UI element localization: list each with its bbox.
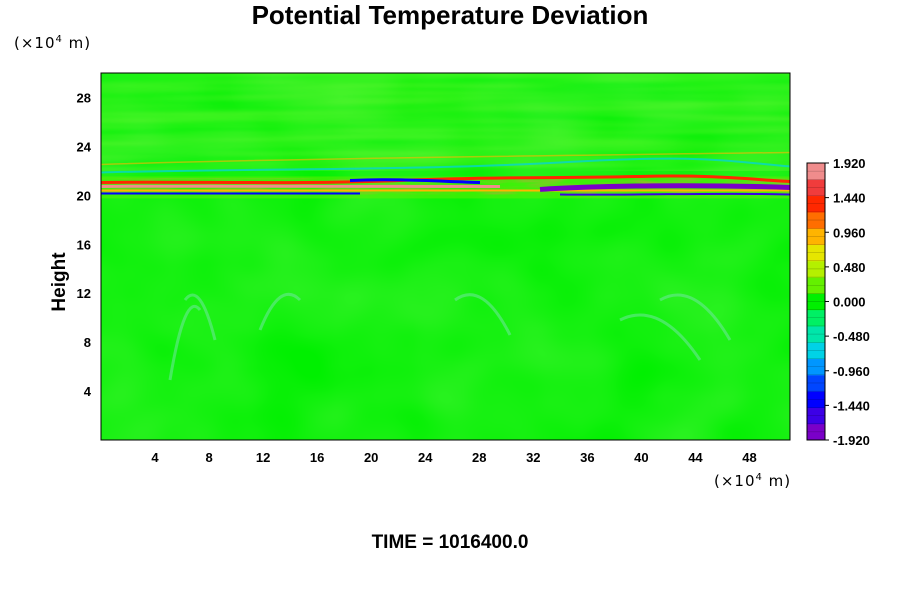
x-tick-label: 12	[256, 450, 270, 465]
colorbar-label: 0.000	[833, 295, 866, 310]
y-tick-label: 16	[77, 237, 91, 252]
x-tick-label: 16	[310, 450, 324, 465]
x-tick-label: 28	[472, 450, 486, 465]
cyan-arc-0	[183, 293, 217, 341]
y-tick-label: 24	[77, 139, 92, 154]
colorbar-swatch	[807, 163, 825, 180]
colorbar-swatch	[807, 309, 825, 327]
band-blue-mid	[349, 178, 481, 184]
x-tick-label: 36	[580, 450, 594, 465]
colorbar-label: -0.960	[833, 364, 870, 379]
colorbar-swatch	[807, 277, 825, 294]
y-axis-unit: (×104 m)	[14, 34, 91, 52]
colorbar-swatch	[807, 407, 825, 425]
plot-frame	[100, 72, 791, 441]
colorbar-swatch	[807, 423, 825, 441]
x-axis-unit: (×104 m)	[714, 472, 791, 490]
colorbar-swatch	[807, 358, 825, 376]
x-unit-suffix: m)	[762, 472, 792, 490]
band-red-line	[101, 174, 790, 185]
x-unit-exponent: 4	[755, 472, 763, 483]
colorbar-label: -0.480	[833, 329, 870, 344]
heatmap-plot-area	[101, 73, 790, 440]
x-tick-label: 24	[418, 450, 433, 465]
band-cyan-wisp	[101, 157, 790, 174]
cyan-arc-5	[659, 293, 732, 341]
colorbar: 1.920 1.440 0.960 0.480 0.000 -0.480 -0.960 -1.…	[806, 156, 870, 448]
y-tick-label: 4	[84, 384, 92, 399]
x-tick-label: 8	[205, 450, 212, 465]
cyan-arc-1	[168, 304, 202, 381]
x-tick-label: 48	[742, 450, 756, 465]
cyan-arc-3	[454, 293, 512, 336]
x-tick-label: 4	[151, 450, 159, 465]
colorbar-label: 0.960	[833, 225, 866, 240]
colorbar-swatch	[807, 391, 825, 408]
colorbar-swatch	[807, 211, 825, 229]
cyan-arc-4	[619, 313, 702, 361]
y-tick-label: 12	[77, 286, 91, 301]
x-unit-prefix: (×10	[714, 472, 756, 490]
colorbar-label: 1.920	[833, 156, 866, 171]
colorbar-label: -1.920	[833, 433, 870, 448]
colorbar-swatch	[807, 244, 825, 262]
upper-wave-texture	[101, 73, 790, 171]
y-tick-label: 8	[84, 335, 91, 350]
y-unit-prefix: (×10	[14, 34, 56, 52]
band-purple-right	[539, 183, 790, 192]
chart-title: Potential Temperature Deviation	[251, 0, 649, 30]
y-tick-label: 20	[77, 188, 91, 203]
colorbar-swatch	[807, 342, 825, 360]
x-tick-label: 32	[526, 450, 540, 465]
band-blue-right	[559, 192, 790, 196]
colorbar-label: 0.480	[833, 260, 866, 275]
time-annotation: TIME = 1016400.0	[371, 532, 529, 553]
cyan-arc-2	[258, 292, 302, 331]
colorbar-label: -1.440	[833, 398, 870, 413]
colorbar-swatch	[807, 260, 825, 278]
y-tick-label: 28	[77, 90, 91, 105]
colorbar-swatch	[807, 228, 825, 245]
x-tick-label: 40	[634, 450, 648, 465]
colorbar-label: 1.440	[833, 191, 866, 206]
y-unit-exponent: 4	[55, 34, 63, 45]
colorbar-swatch	[807, 195, 825, 213]
heatmap-field	[101, 73, 790, 440]
x-tick-label: 20	[364, 450, 378, 465]
band-yellow-wisp	[101, 151, 790, 166]
colorbar-swatch	[807, 325, 825, 343]
colorbar-swatch	[807, 293, 825, 311]
colorbar-swatch	[807, 374, 825, 392]
band-pink-line	[101, 184, 501, 189]
y-unit-suffix: m)	[62, 34, 92, 52]
x-tick-label: 44	[688, 450, 703, 465]
colorbar-swatch	[807, 179, 825, 197]
